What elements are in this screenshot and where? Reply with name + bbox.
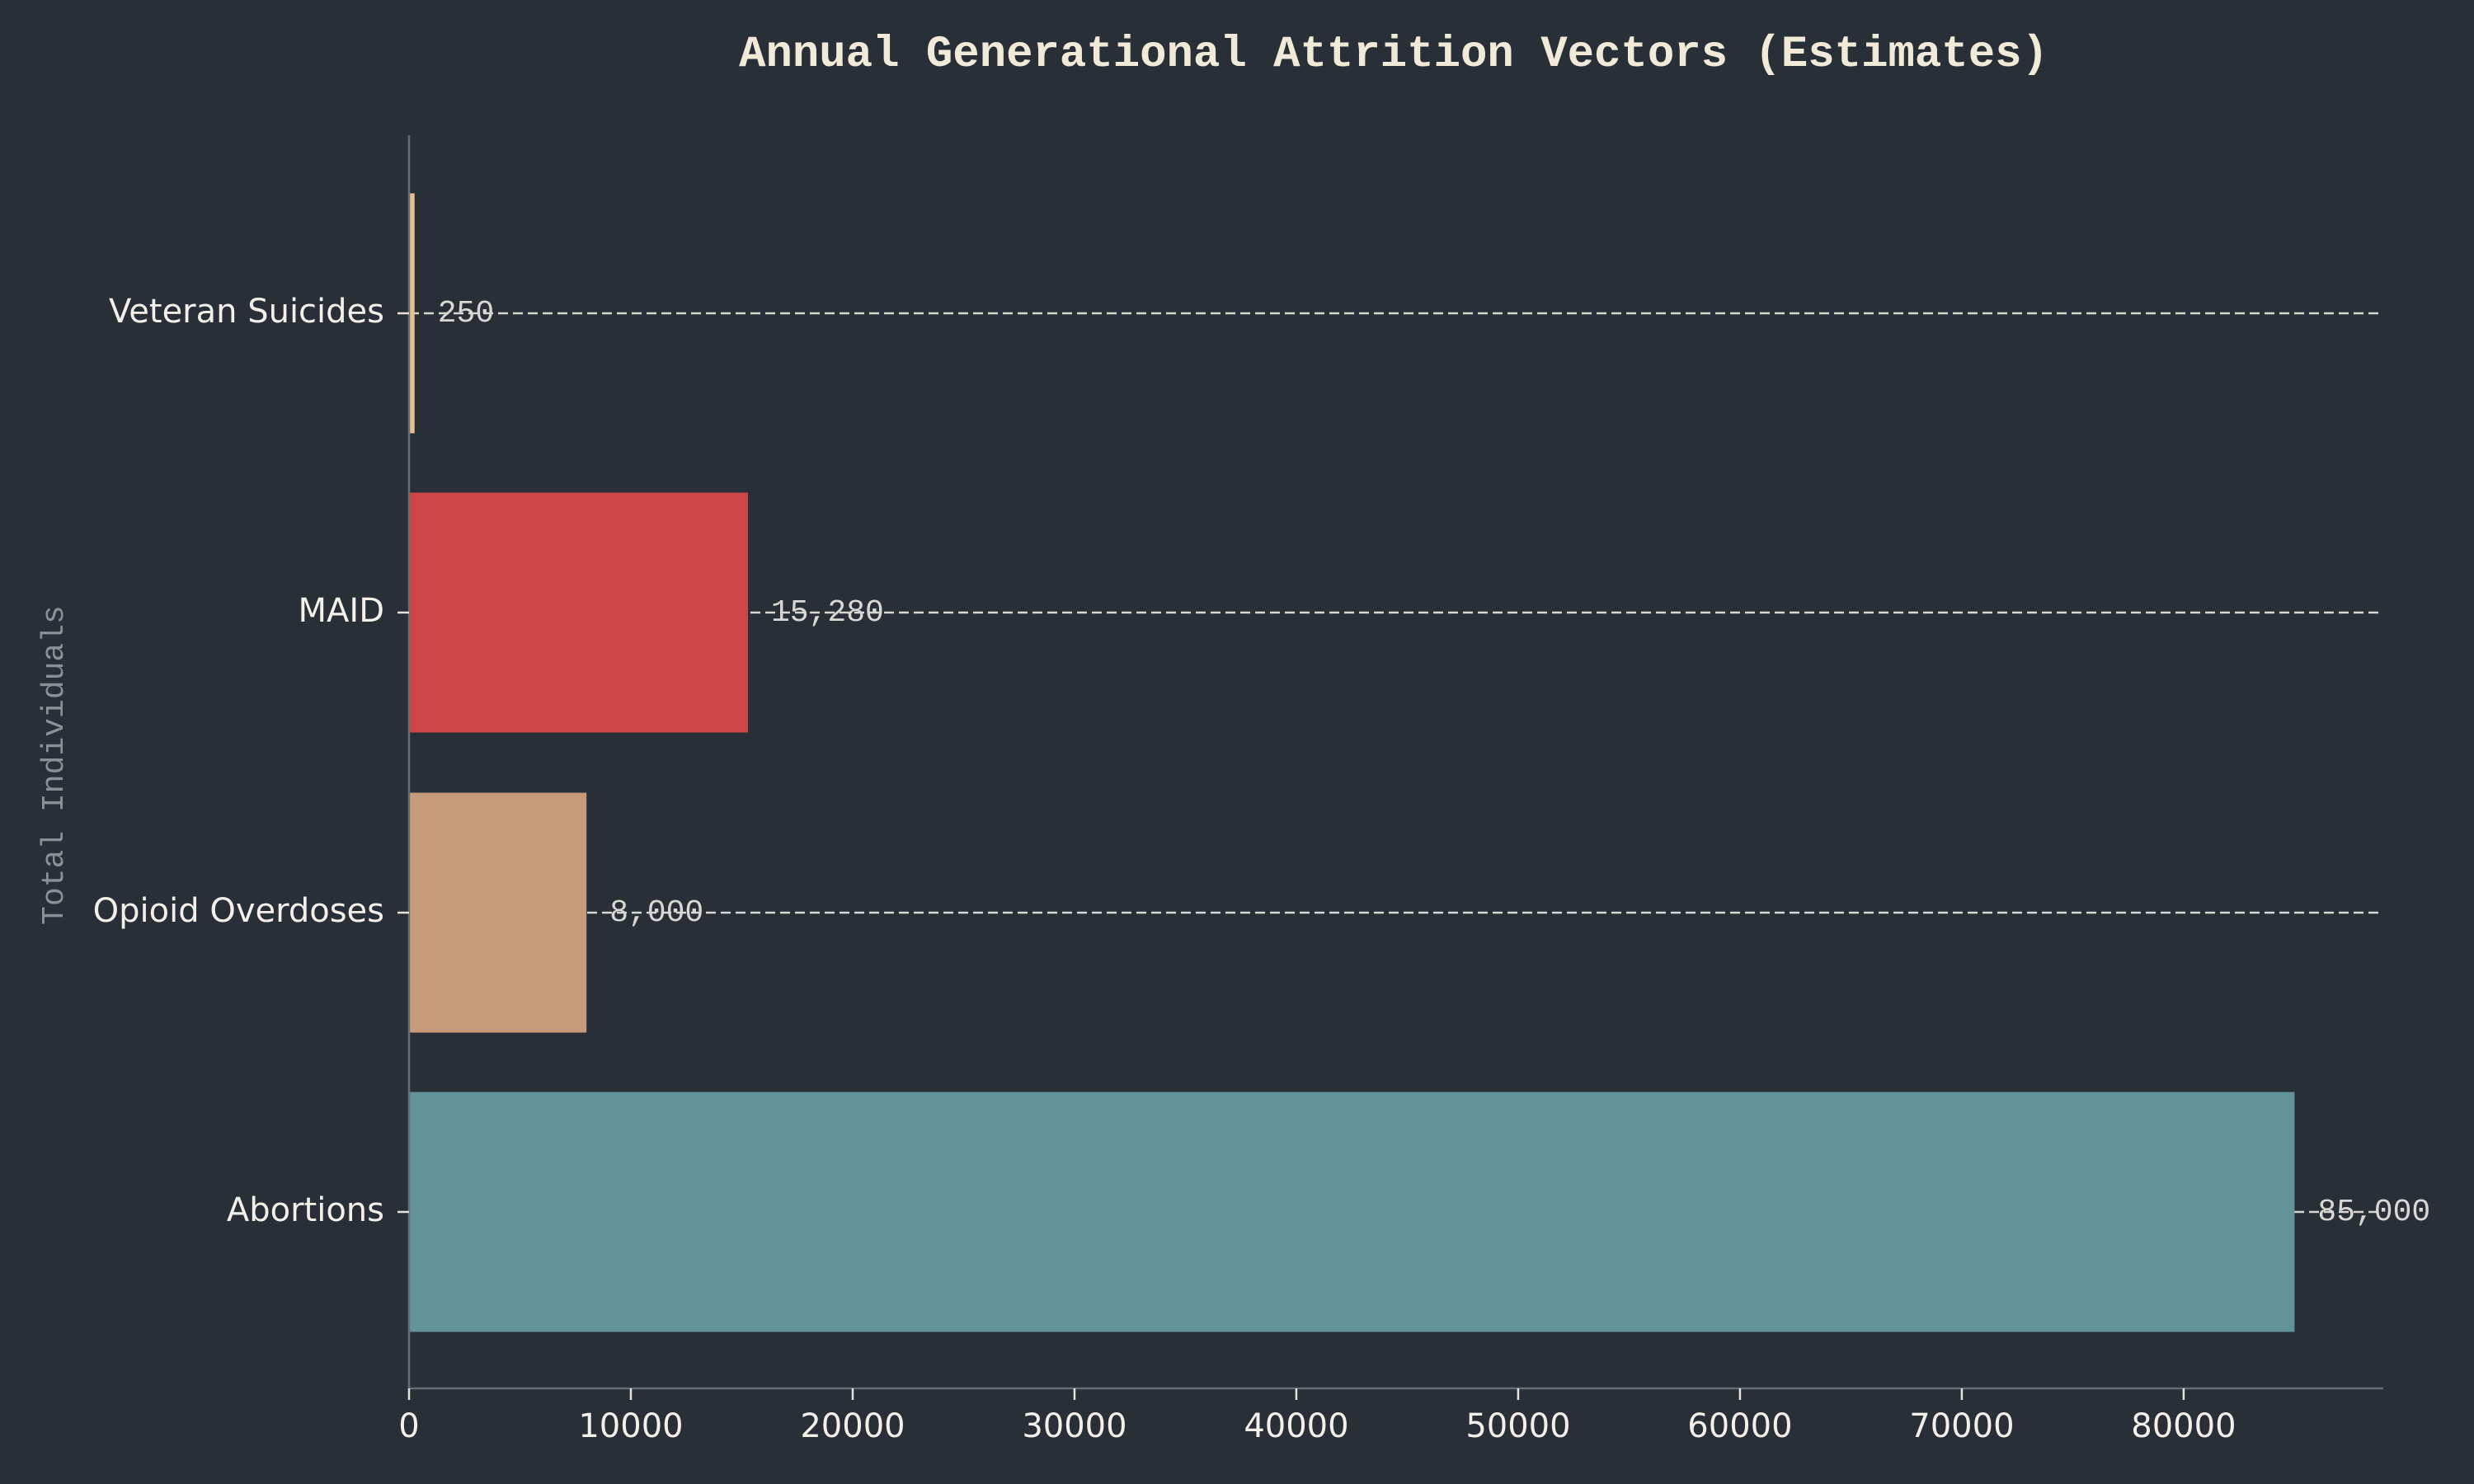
grid-lines <box>409 312 2383 1214</box>
value-label: 8,000 <box>609 895 703 931</box>
category-label: Veteran Suicides <box>109 293 384 331</box>
x-tick-label: 80000 <box>2131 1407 2236 1445</box>
category-label: Opioid Overdoses <box>93 892 384 930</box>
value-label: 250 <box>438 296 494 331</box>
tick-labels: Veteran Suicides MAID Opioid Overdoses Abor… <box>93 293 2236 1445</box>
value-label: 15,280 <box>771 595 884 631</box>
bar-abortions <box>409 1092 2295 1332</box>
axes <box>407 135 2383 1390</box>
category-label: Abortions <box>227 1191 384 1229</box>
value-label: 85,000 <box>2317 1195 2430 1230</box>
bar-opioid-overdoses <box>409 792 587 1033</box>
x-tick-label: 30000 <box>1022 1407 1126 1445</box>
x-tick-label: 50000 <box>1465 1407 1570 1445</box>
x-tick-label: 40000 <box>1244 1407 1348 1445</box>
value-labels: 250 15,280 8,000 85,000 <box>438 296 2431 1230</box>
x-tick-label: 0 <box>398 1407 419 1445</box>
y-axis-label: Total Individuals <box>37 605 73 925</box>
bars <box>409 193 2295 1332</box>
x-tick-label: 70000 <box>1909 1407 2014 1445</box>
bar-veteran-suicides <box>409 193 415 434</box>
x-tick-label: 20000 <box>800 1407 905 1445</box>
x-tick-label: 10000 <box>578 1407 683 1445</box>
bar-maid <box>409 492 749 733</box>
category-label: MAID <box>299 592 384 630</box>
chart-title: Annual Generational Attrition Vectors (E… <box>739 30 2048 80</box>
x-tick-label: 60000 <box>1687 1407 1792 1445</box>
